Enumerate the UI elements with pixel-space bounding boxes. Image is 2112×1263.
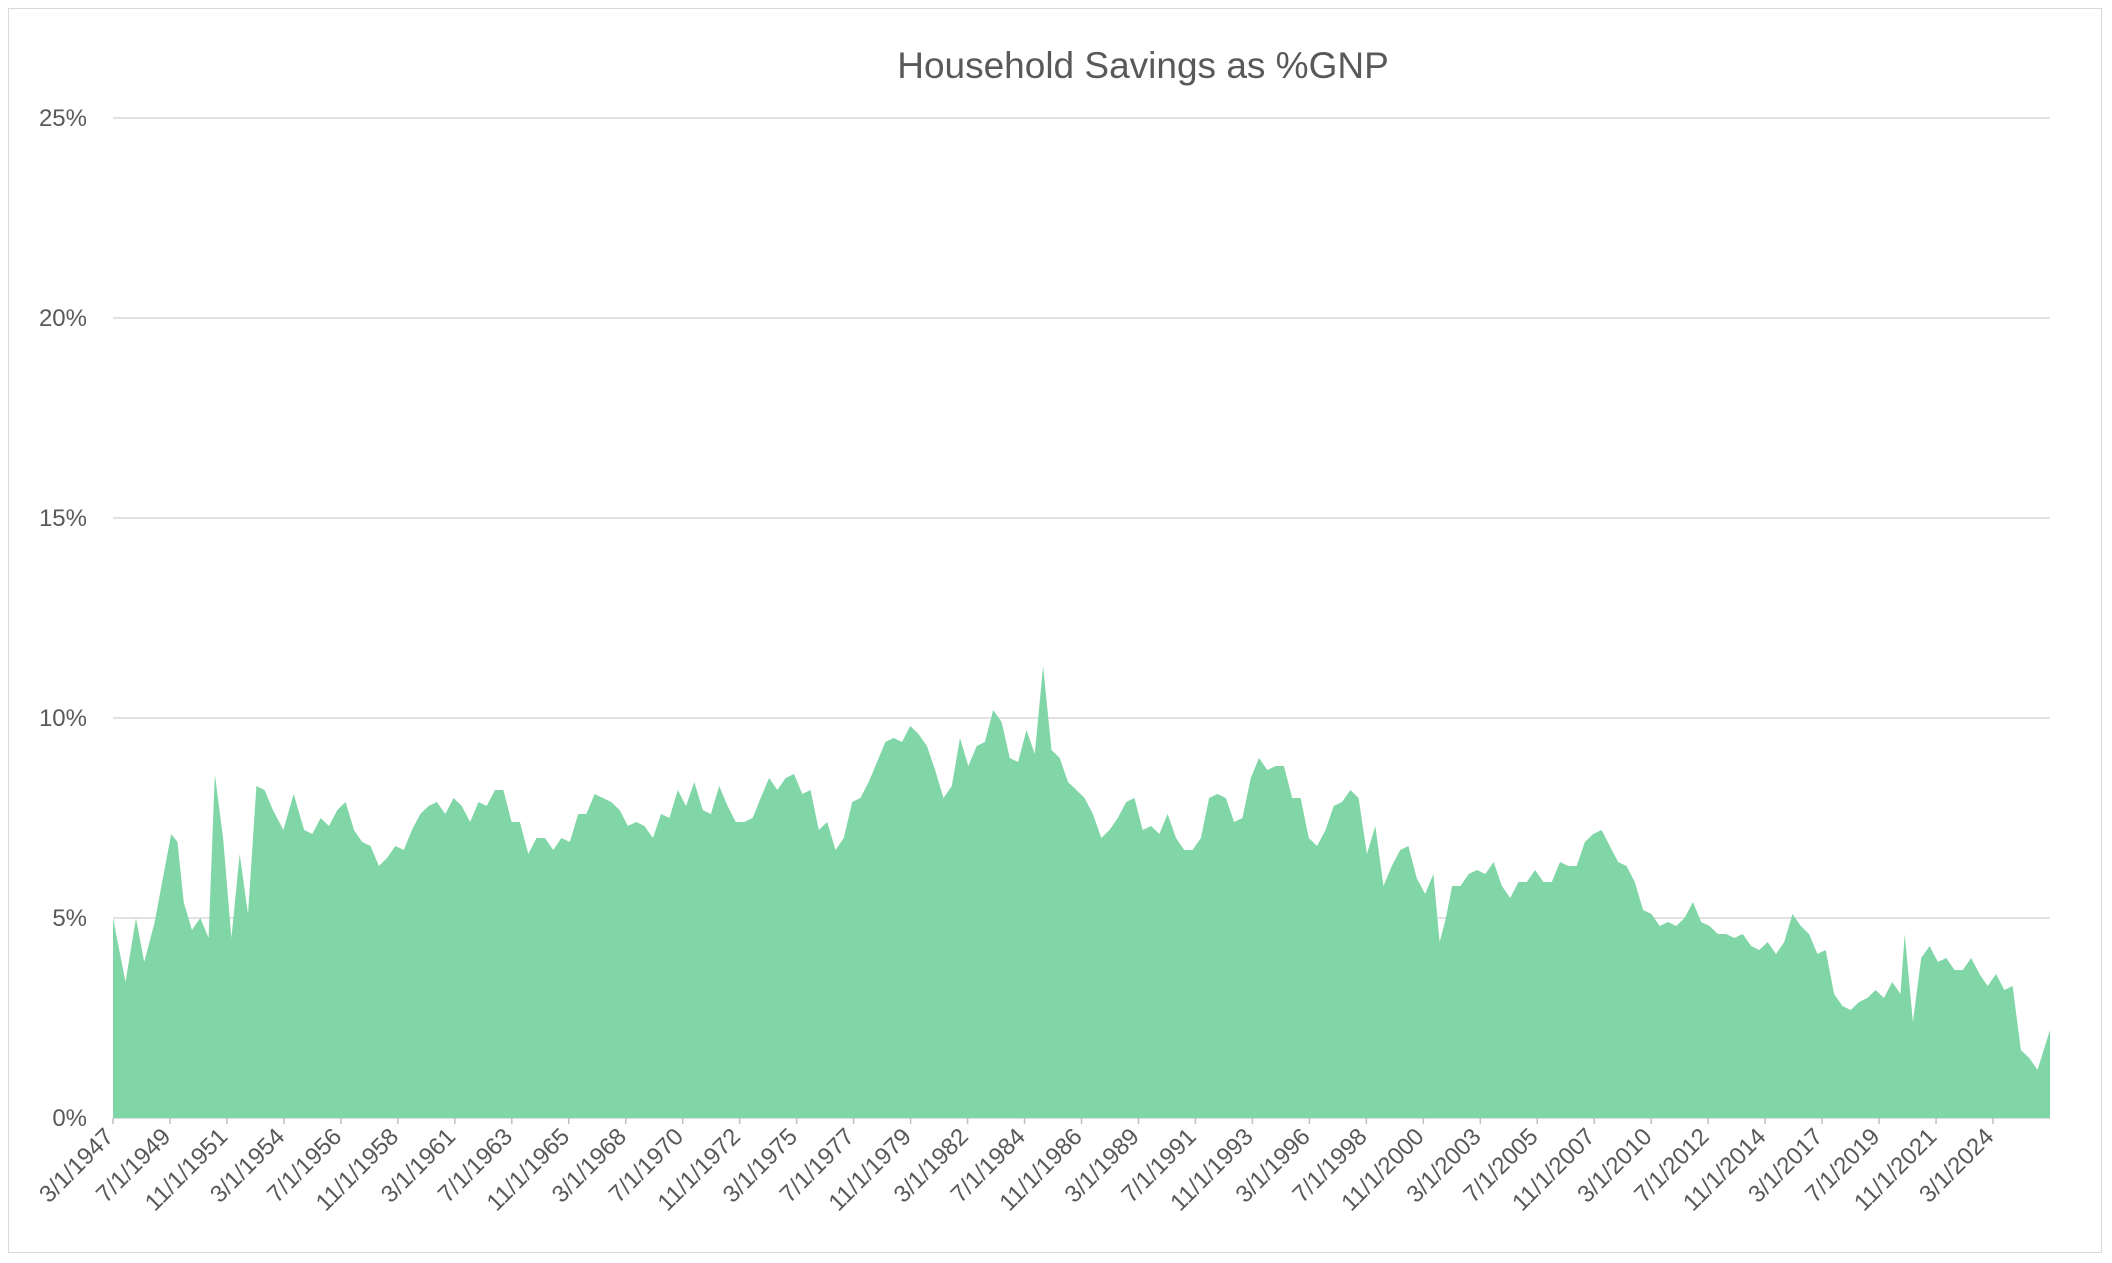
y-tick-label: 20% xyxy=(39,305,87,332)
y-tick-label: 15% xyxy=(39,505,87,532)
area-layer xyxy=(113,666,2050,1118)
savings-area-series xyxy=(113,666,2050,1118)
y-tick-label: 10% xyxy=(39,705,87,732)
y-tick-label: 0% xyxy=(52,1105,87,1132)
chart-title: Household Savings as %GNP xyxy=(897,45,1389,86)
x-axis: 3/1/19477/1/194911/1/19513/1/19547/1/195… xyxy=(34,1118,1999,1216)
y-tick-label: 5% xyxy=(52,905,87,932)
y-axis: 0% 5% 10% 15% 20% 25% xyxy=(39,105,87,1132)
y-tick-label: 25% xyxy=(39,105,87,132)
